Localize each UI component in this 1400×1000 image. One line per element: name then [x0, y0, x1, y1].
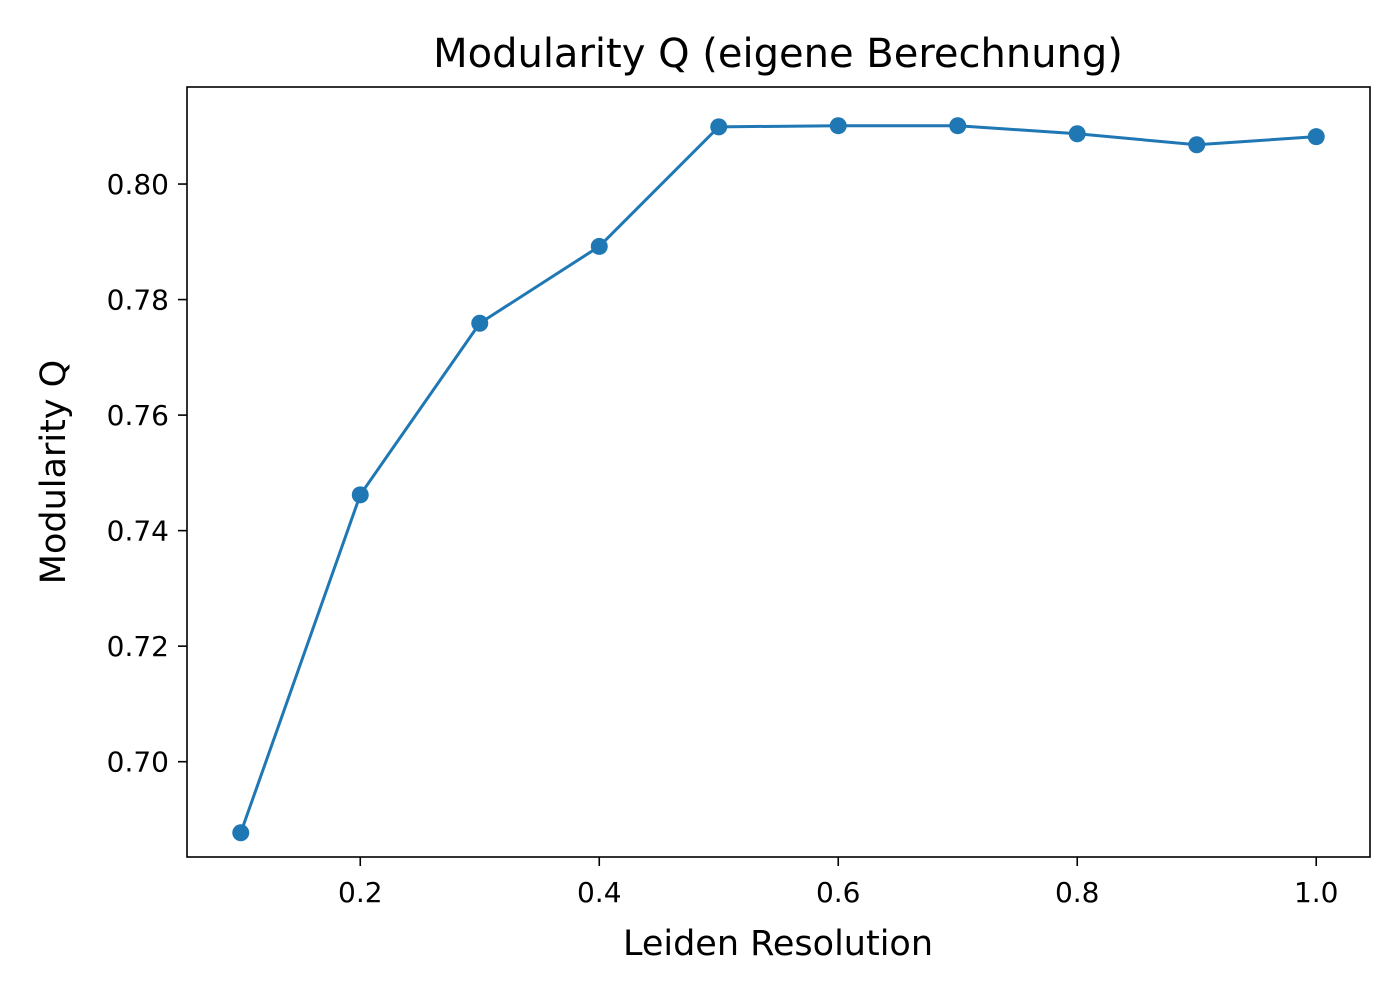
x-tick-label: 1.0 — [1294, 876, 1339, 909]
y-tick-label: 0.78 — [107, 284, 169, 317]
data-point — [232, 824, 250, 842]
x-tick-label: 0.2 — [338, 876, 383, 909]
y-axis-label: Modularity Q — [34, 360, 74, 584]
series-line — [239, 124, 1317, 834]
x-tick-label: 0.8 — [1055, 876, 1100, 909]
y-axis-ticks: 0.70 0.72 0.74 0.76 0.78 0.80 — [107, 168, 187, 779]
y-tick-label: 0.74 — [107, 515, 169, 548]
data-point — [1188, 136, 1206, 154]
y-tick-label: 0.72 — [107, 630, 169, 663]
chart-title: Modularity Q (eigene Berechnung) — [433, 31, 1123, 77]
plot-frame — [186, 86, 1371, 858]
x-axis-ticks: 0.2 0.4 0.6 0.8 1.0 — [338, 857, 1338, 909]
x-tick-label: 0.4 — [577, 876, 622, 909]
data-point — [590, 237, 608, 255]
y-tick-label: 0.70 — [107, 746, 169, 779]
data-point — [1307, 128, 1325, 146]
series-layer — [232, 117, 1325, 842]
y-tick-label: 0.76 — [107, 399, 169, 432]
data-point — [1068, 125, 1086, 143]
x-axis-label: Leiden Resolution — [623, 924, 933, 964]
data-point — [710, 118, 728, 136]
data-point — [471, 314, 489, 332]
data-point — [949, 117, 967, 135]
x-tick-label: 0.6 — [816, 876, 861, 909]
data-point — [829, 117, 847, 135]
y-tick-label: 0.80 — [107, 168, 169, 201]
data-point — [351, 486, 369, 504]
